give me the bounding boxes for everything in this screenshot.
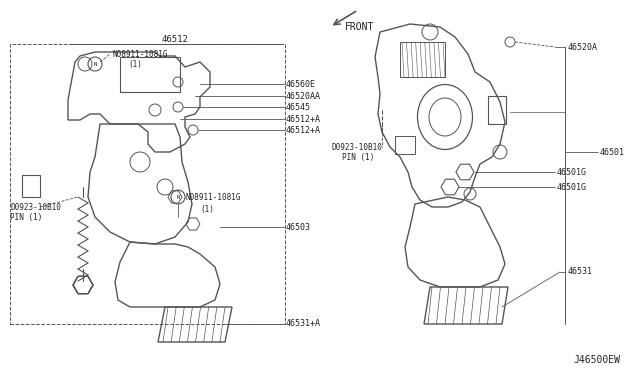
Text: D0923-10B10: D0923-10B10 [332, 142, 383, 151]
Bar [22, 175, 40, 197]
Text: FRONT: FRONT [345, 22, 374, 32]
Text: 46520A: 46520A [568, 42, 598, 51]
Text: 46503: 46503 [286, 222, 311, 231]
Bar [395, 136, 415, 154]
Text: 46501: 46501 [600, 148, 625, 157]
Text: 46501G: 46501G [557, 183, 587, 192]
Bar [10, 44, 285, 324]
Bar [120, 57, 180, 92]
Text: 46520AA: 46520AA [286, 92, 321, 100]
Text: 46512: 46512 [161, 35, 188, 44]
Text: D0923-10B10: D0923-10B10 [10, 202, 61, 212]
Text: (1): (1) [128, 60, 142, 68]
Text: (1): (1) [200, 205, 214, 214]
Text: 46545: 46545 [286, 103, 311, 112]
Text: J46500EW: J46500EW [573, 355, 620, 365]
Text: PIN (1): PIN (1) [10, 212, 42, 221]
Text: N08911-1081G: N08911-1081G [185, 192, 241, 202]
Text: N: N [93, 61, 97, 67]
Text: 46560E: 46560E [286, 80, 316, 89]
Text: 46501G: 46501G [557, 167, 587, 176]
Text: PIN (1): PIN (1) [342, 153, 374, 161]
Text: 46512+A: 46512+A [286, 115, 321, 124]
Text: 46531+A: 46531+A [286, 320, 321, 328]
Text: N08911-1081G: N08911-1081G [112, 49, 168, 58]
Text: 46531: 46531 [568, 267, 593, 276]
Bar [488, 96, 506, 124]
Text: 46512+A: 46512+A [286, 125, 321, 135]
Text: N: N [177, 195, 180, 199]
